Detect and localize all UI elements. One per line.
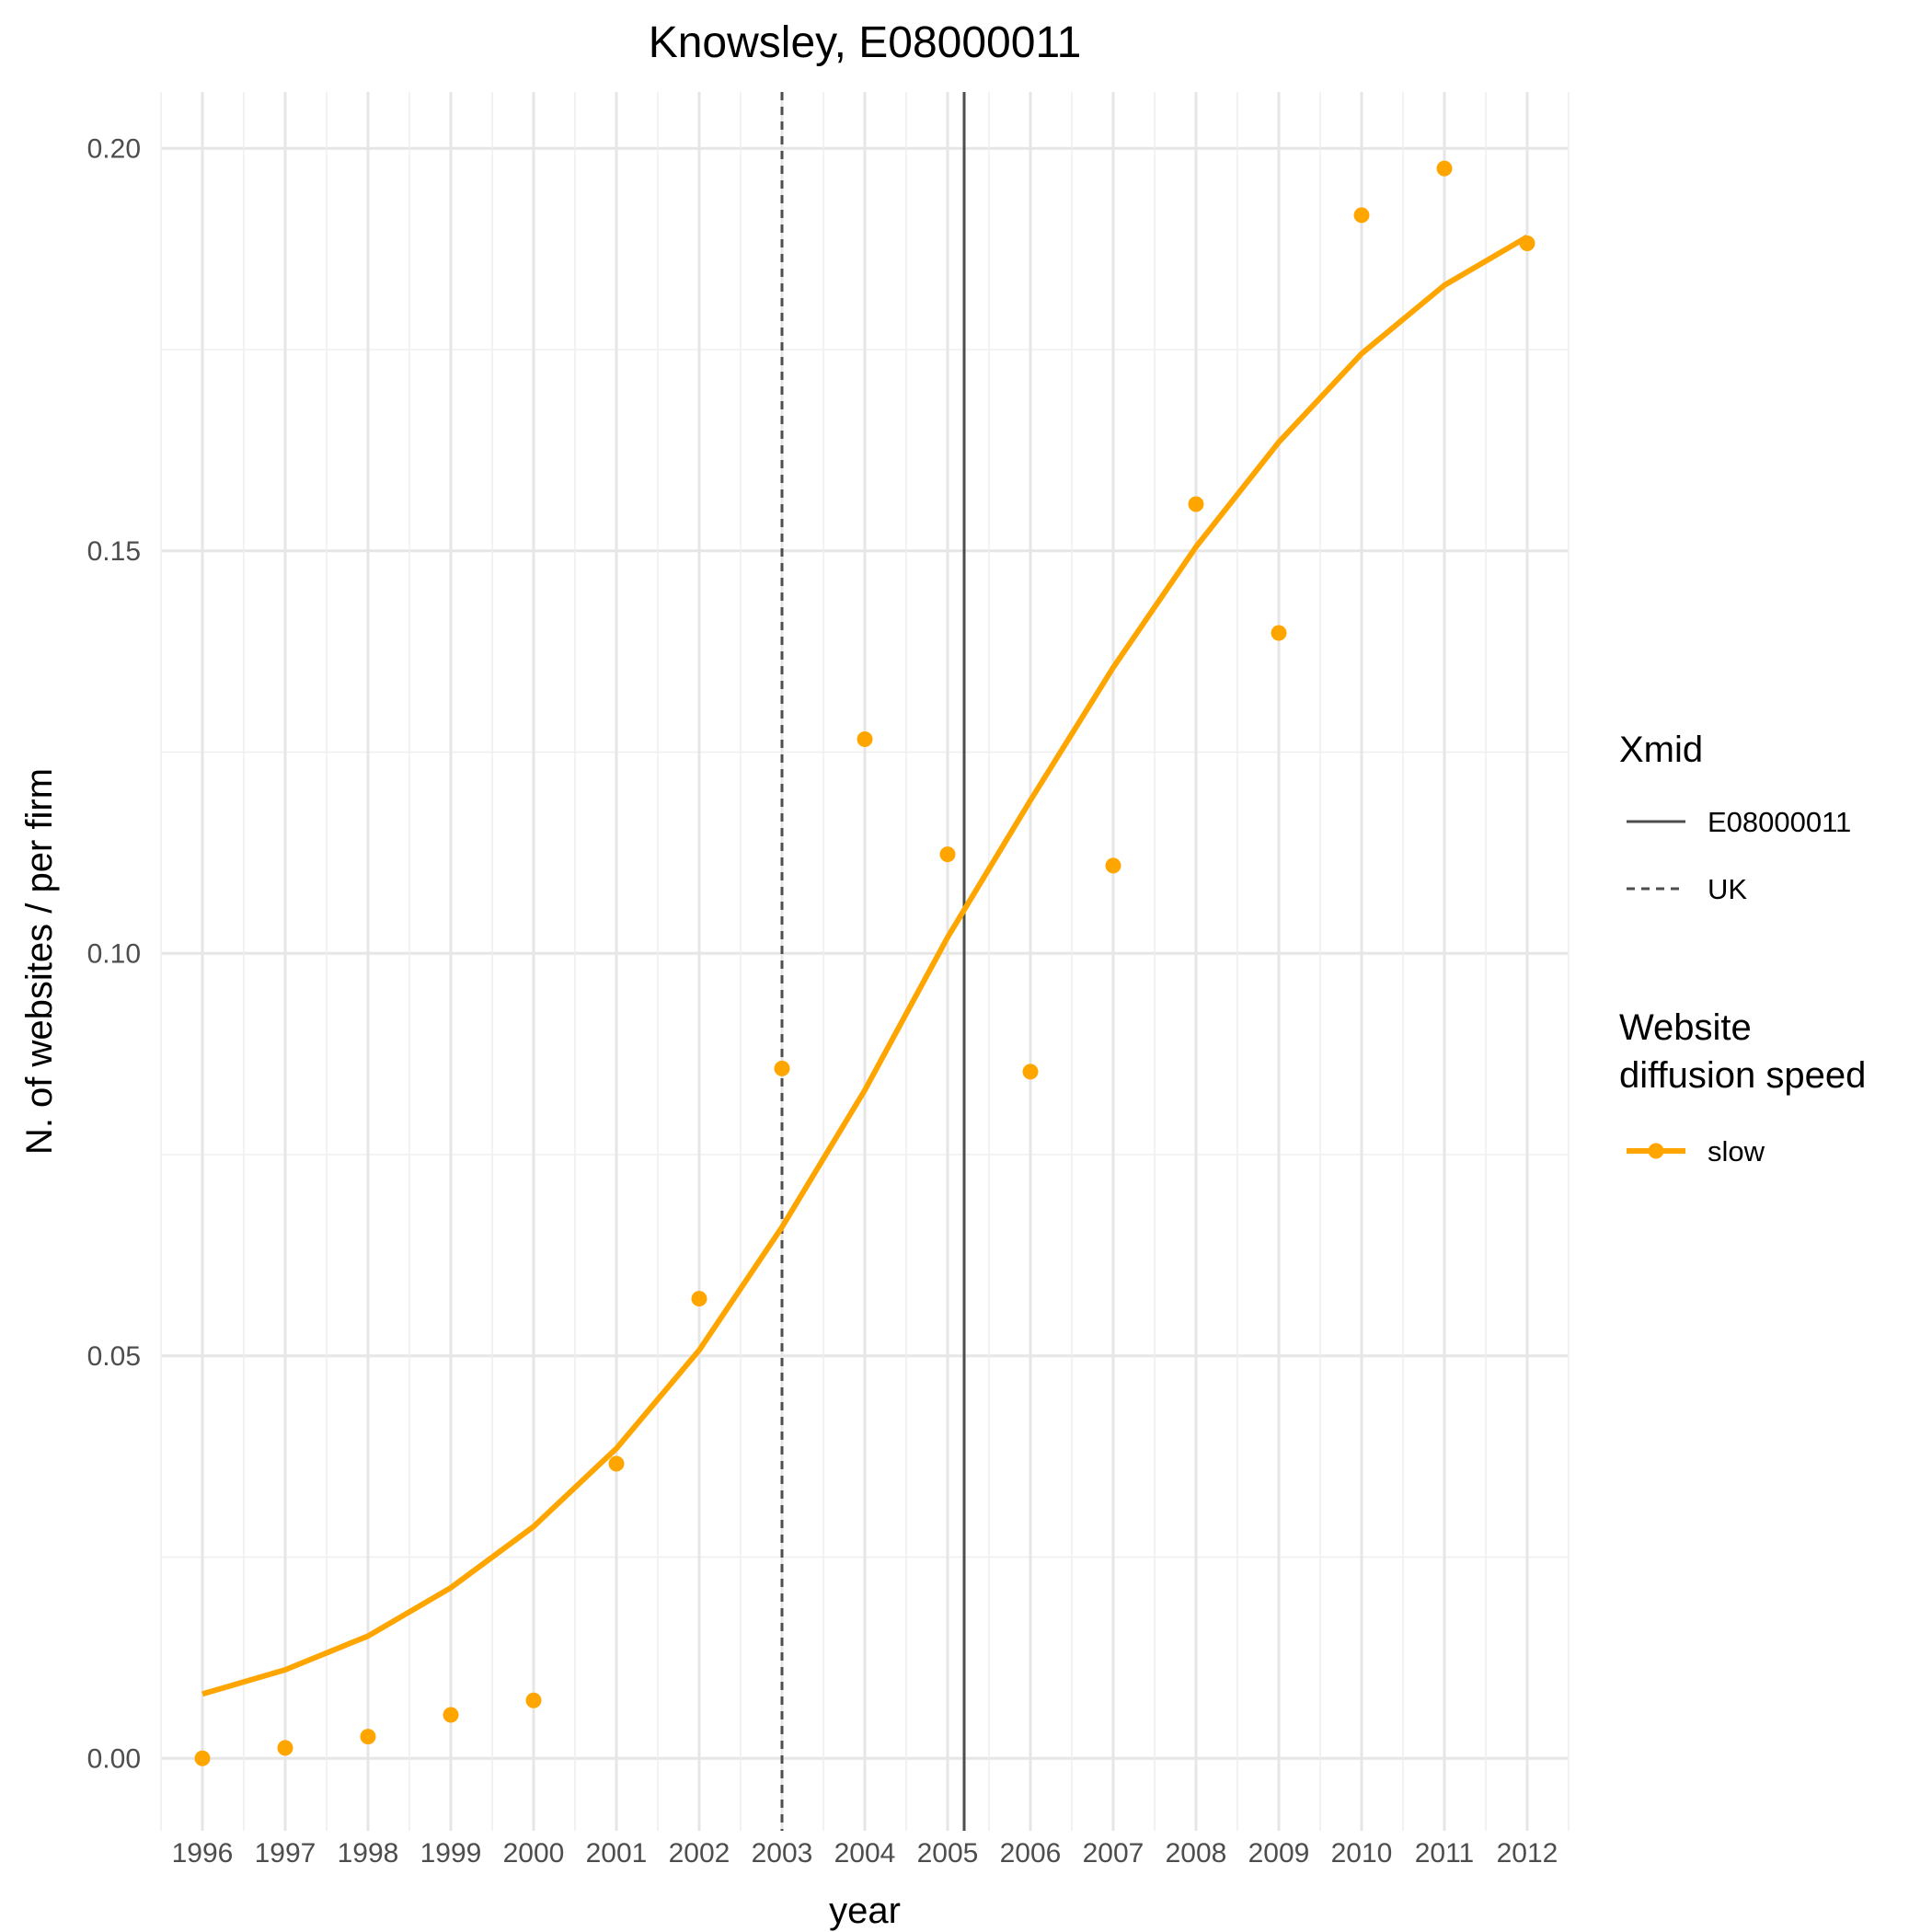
y-tick-label: 0.00 — [87, 1743, 141, 1774]
data-point-2008 — [1188, 496, 1204, 512]
chart-title: Knowsley, E08000011 — [649, 18, 1082, 67]
legend-label-slow: slow — [1708, 1135, 1765, 1167]
x-tick-label: 2011 — [1415, 1838, 1475, 1869]
y-axis-title: N. of websites / per firm — [19, 768, 60, 1155]
data-point-2006 — [1022, 1064, 1039, 1080]
y-tick-label: 0.05 — [87, 1341, 141, 1372]
x-tick-label: 2009 — [1248, 1838, 1310, 1869]
y-tick-label: 0.10 — [87, 938, 141, 969]
x-tick-label: 2012 — [1497, 1838, 1558, 1869]
xmid-lines — [780, 92, 966, 1831]
legend-key-slow-point — [1648, 1143, 1664, 1159]
legend-title-diffusion-speed: Website — [1619, 1007, 1752, 1048]
x-tick-label: 2007 — [1083, 1838, 1144, 1869]
data-point-2005 — [939, 846, 956, 863]
x-tick-label: 2006 — [1000, 1838, 1062, 1869]
legend-title-xmid: Xmid — [1619, 730, 1703, 770]
data-point-2007 — [1105, 857, 1121, 874]
x-tick-label: 2000 — [503, 1838, 565, 1869]
data-points — [194, 160, 1535, 1766]
legend-title-diffusion-speed: diffusion speed — [1619, 1055, 1866, 1096]
y-tick-label: 0.15 — [87, 536, 141, 567]
x-tick-label: 2004 — [834, 1838, 896, 1869]
data-point-2002 — [691, 1291, 707, 1307]
y-tick-label: 0.20 — [87, 133, 141, 164]
data-point-2010 — [1353, 207, 1370, 224]
x-tick-label: 2005 — [917, 1838, 979, 1869]
x-tick-label: 2001 — [586, 1838, 648, 1869]
data-point-2011 — [1436, 160, 1453, 177]
x-tick-label: 1999 — [420, 1838, 482, 1869]
x-tick-label: 1997 — [255, 1838, 316, 1869]
x-tick-label: 1998 — [338, 1838, 399, 1869]
legend-label-e08000011: E08000011 — [1708, 806, 1851, 838]
data-point-2003 — [774, 1060, 790, 1076]
data-point-2009 — [1271, 625, 1287, 641]
y-axis-ticks: 0.00 0.05 0.10 0.15 0.20 — [87, 133, 141, 1774]
data-point-1996 — [194, 1750, 211, 1766]
x-tick-label: 2008 — [1166, 1838, 1227, 1869]
legend: Xmid E08000011 UK Website diffusion speed slo… — [1619, 730, 1866, 1167]
grid — [160, 92, 1570, 1831]
x-tick-label: 2002 — [669, 1838, 730, 1869]
x-axis-title: year — [829, 1891, 901, 1931]
legend-label-uk: UK — [1708, 873, 1747, 905]
x-tick-label: 1996 — [172, 1838, 234, 1869]
data-point-1999 — [443, 1707, 459, 1723]
fitted-line-slow — [201, 234, 1529, 1697]
x-tick-label: 2010 — [1331, 1838, 1393, 1869]
data-point-2000 — [525, 1692, 542, 1708]
data-point-2012 — [1519, 236, 1535, 251]
fitted-curve — [201, 234, 1529, 1697]
data-point-1997 — [277, 1740, 293, 1756]
data-point-2004 — [857, 731, 873, 747]
x-tick-label: 2003 — [752, 1838, 813, 1869]
x-axis-ticks: 1996 1997 1998 1999 2000 2001 2002 2003 2004 2005… — [172, 1838, 1558, 1869]
data-point-1998 — [360, 1729, 376, 1745]
data-point-2001 — [608, 1455, 625, 1472]
